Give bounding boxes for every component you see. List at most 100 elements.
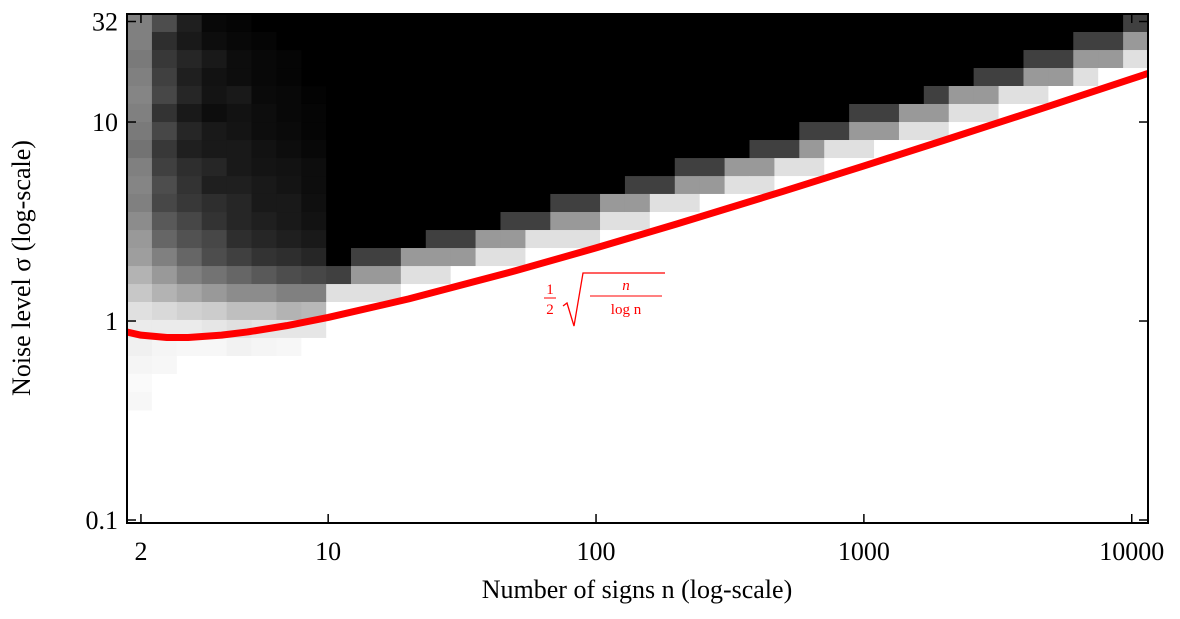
heatmap-cell [849, 248, 875, 267]
heatmap-cell [624, 248, 651, 267]
heatmap-cell [550, 158, 576, 177]
heatmap-cell [1123, 302, 1149, 321]
heatmap-cell [923, 14, 950, 33]
heatmap-cell [500, 337, 526, 357]
heatmap-cell [874, 356, 900, 375]
heatmap-cell [525, 356, 551, 375]
heatmap-cell [351, 50, 377, 69]
heatmap-cell [824, 140, 850, 159]
y-tick-label: 1 [105, 307, 118, 336]
heatmap-cell [201, 266, 228, 285]
heatmap-cell [525, 391, 551, 411]
heatmap-cell [699, 373, 726, 393]
heatmap-cell [948, 266, 975, 285]
heatmap-cell [998, 284, 1024, 303]
heatmap-cell [898, 193, 925, 213]
heatmap-cell [301, 14, 327, 33]
heatmap-cell [450, 86, 477, 105]
heatmap-cell [1098, 158, 1124, 177]
heatmap-cell [824, 248, 850, 267]
heatmap-cell [127, 14, 153, 33]
heatmap-cell [600, 140, 626, 159]
heatmap-cell [649, 230, 676, 249]
heatmap-cell [1123, 319, 1149, 339]
heatmap-cell [699, 266, 726, 285]
heatmap-cell [600, 337, 626, 357]
heatmap-cell [799, 212, 825, 231]
heatmap-cell [301, 230, 327, 249]
heatmap-cell [251, 212, 277, 231]
heatmap-cell [649, 356, 676, 375]
heatmap-cell [575, 391, 601, 411]
heatmap-cell [973, 230, 1000, 249]
heatmap-cell [1073, 50, 1099, 69]
heatmap-cell [923, 158, 950, 177]
heatmap-cell [1023, 373, 1049, 393]
heatmap-cell [276, 14, 302, 33]
heatmap-cell [276, 86, 302, 105]
heatmap-cell [201, 248, 228, 267]
heatmap-cell [326, 122, 352, 141]
heatmap-cell [1048, 266, 1074, 285]
heatmap-cell [799, 158, 825, 177]
heatmap-cell [425, 373, 452, 393]
heatmap-cell [948, 176, 975, 195]
heatmap-cell [1048, 337, 1074, 357]
heatmap-cell [799, 230, 825, 249]
heatmap-cell [1023, 176, 1049, 195]
heatmap-cell [1023, 302, 1049, 321]
heatmap-cell [1048, 319, 1074, 339]
heatmap-cell [624, 68, 651, 87]
heatmap-cell [1023, 319, 1049, 339]
heatmap-cell [550, 319, 576, 339]
heatmap-cell [176, 103, 203, 123]
heatmap-cell [649, 373, 676, 393]
heatmap-cell [500, 373, 526, 393]
heatmap-cell [699, 31, 726, 51]
heatmap-cell [674, 248, 701, 267]
heatmap-cell [923, 212, 950, 231]
heatmap-cell [824, 103, 850, 123]
heatmap-cell [824, 122, 850, 141]
heatmap-cell [176, 248, 203, 267]
heatmap-cell [1073, 373, 1099, 393]
heatmap-cell [201, 284, 228, 303]
heatmap-cell [127, 193, 153, 213]
heatmap-cell [649, 50, 676, 69]
x-tick-label: 10 [315, 537, 341, 566]
heatmap-cell [375, 158, 402, 177]
heatmap-cell [973, 266, 1000, 285]
heatmap-cell [898, 176, 925, 195]
heatmap-cell [475, 193, 501, 213]
heatmap-cell [1098, 31, 1124, 51]
heatmap-cell [550, 373, 576, 393]
heatmap-cell [898, 230, 925, 249]
heatmap-cell [998, 319, 1024, 339]
heatmap-cell [351, 140, 377, 159]
heatmap-cell [550, 50, 576, 69]
heatmap-cell [923, 319, 950, 339]
heatmap-cell [973, 68, 1000, 87]
heatmap-cell [699, 50, 726, 69]
heatmap-cell [450, 356, 477, 375]
heatmap-cell [948, 140, 975, 159]
heatmap-cell [973, 193, 1000, 213]
heatmap-cell [500, 86, 526, 105]
heatmap-cell [226, 266, 253, 285]
heatmap-cell [849, 122, 875, 141]
heatmap-cell [450, 140, 477, 159]
heatmap-cell [849, 302, 875, 321]
heatmap-cell [649, 248, 676, 267]
heatmap-cell [201, 391, 228, 411]
heatmap-cell [500, 68, 526, 87]
heatmap-cell [699, 103, 726, 123]
heatmap-cell [500, 158, 526, 177]
heatmap-cell [475, 319, 501, 339]
heatmap-cell [151, 248, 178, 267]
heatmap-cell [351, 319, 377, 339]
heatmap-cell [375, 266, 402, 285]
heatmap-cell [674, 391, 701, 411]
heatmap-cell [276, 68, 302, 87]
heatmap-cell [724, 302, 751, 321]
heatmap-cell [500, 284, 526, 303]
